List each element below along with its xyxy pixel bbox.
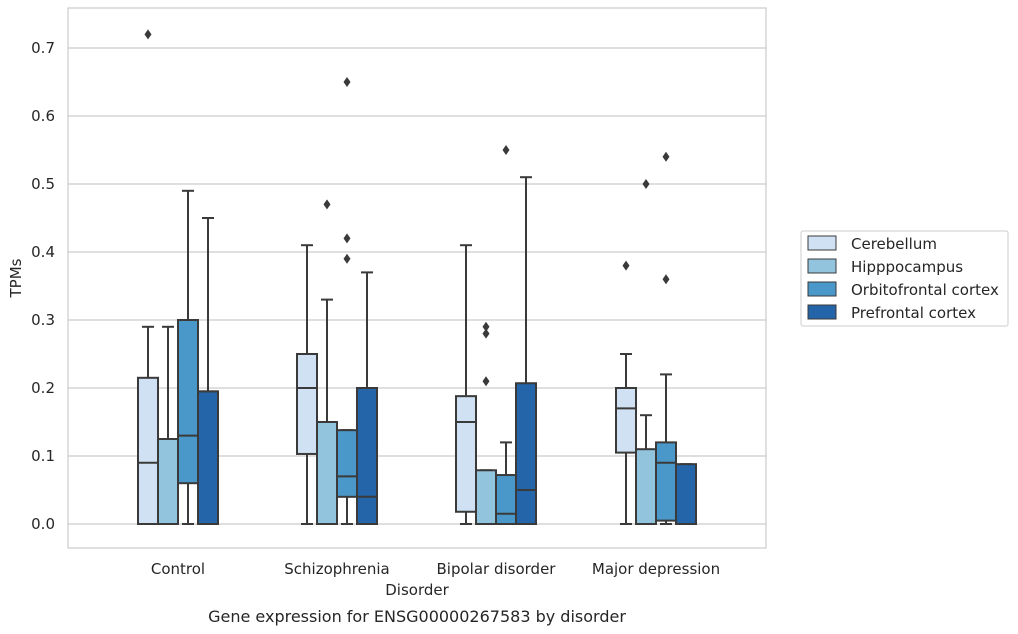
box-body [336,429,358,498]
x-axis: Control Schizophrenia Bipolar disorder Majo… [151,560,720,578]
y-tick-label: 0.2 [31,379,55,397]
legend-swatch [807,235,837,251]
legend-swatch [807,258,837,274]
box-body [137,376,159,525]
x-tick-label: Schizophrenia [284,560,389,578]
box-3-3 [675,463,697,526]
x-tick-label: Major depression [592,560,720,578]
y-axis: 0.0 0.1 0.2 0.3 0.4 0.5 0.6 0.7 [31,39,55,533]
outlier-point [482,321,490,332]
legend-swatch [807,281,837,297]
outlier-point [662,274,670,285]
y-tick-label: 0.3 [31,311,55,329]
legend-label: Hipppocampus [851,258,963,276]
y-tick-label: 0.0 [31,515,55,533]
box-3-2 [515,176,537,525]
outlier-point [622,260,630,271]
box-1-0 [157,325,179,525]
box-body [515,382,537,525]
box-body [157,438,179,525]
outlier-point [482,376,490,387]
box-3-0 [197,217,219,525]
legend-label: Cerebellum [851,235,937,253]
outlier-point [343,253,351,264]
box-body [655,441,677,522]
legend-label: Orbitofrontal cortex [851,281,999,299]
y-tick-label: 0.1 [31,447,55,465]
box-body [635,448,657,526]
y-tick-label: 0.5 [31,175,55,193]
x-tick-label: Bipolar disorder [437,560,557,578]
outlier-point [662,151,670,162]
legend-label: Prefrontal cortex [851,304,976,322]
outlier-point [343,233,351,244]
y-tick-label: 0.7 [31,39,55,57]
box-body [197,390,219,525]
y-tick-label: 0.6 [31,107,55,125]
box-body [177,319,199,485]
box-0-3 [615,260,637,525]
box-2-3 [655,151,677,525]
outlier-point [144,29,152,40]
x-tick-label: Control [151,560,205,578]
box-body [475,469,497,525]
box-body [675,463,697,526]
box-body [615,387,637,454]
outlier-point [482,328,490,339]
box-2-2 [495,145,517,526]
legend: Cerebellum Hipppocampus Orbitofrontal cort… [800,230,1009,327]
box-groups [137,29,697,526]
outlier-point [502,145,510,155]
legend-frame [800,230,1009,327]
outlier-point [642,179,650,189]
box-body [296,353,318,455]
box-3-1 [356,271,378,525]
chart-caption: Gene expression for ENSG00000267583 by d… [208,607,626,626]
y-tick-label: 0.4 [31,243,55,261]
box-body [316,421,338,525]
box-0-2 [455,244,477,525]
x-axis-label: Disorder [385,581,449,599]
y-axis-label: TPMs [7,258,25,298]
box-0-1 [296,244,318,525]
box-body [356,387,378,525]
outlier-point [343,77,351,87]
box-body [455,395,477,513]
legend-swatch [807,304,837,320]
box-body [495,474,517,526]
outlier-point [323,199,331,210]
box-1-2 [475,321,497,525]
